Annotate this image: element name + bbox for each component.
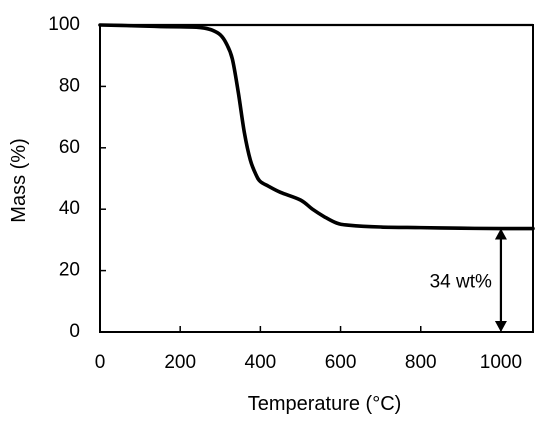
x-tick-label: 200	[164, 352, 196, 373]
y-tick-label: 20	[59, 260, 80, 281]
arrow-head-up-icon	[494, 228, 507, 240]
x-tick-label: 400	[245, 352, 277, 373]
y-axis: 0 20 40 60 80 100	[48, 14, 106, 342]
x-tick-label: 1000	[480, 352, 522, 373]
x-tick-label: 600	[325, 352, 357, 373]
mass-loss-curve	[98, 23, 535, 231]
y-tick-label: 0	[69, 321, 80, 342]
y-tick-label: 100	[48, 14, 80, 35]
x-axis: 0 200 400 600 800 1000	[95, 326, 522, 373]
residue-annotation: 34 wt%	[430, 228, 507, 332]
y-tick-label: 40	[59, 198, 80, 219]
x-axis-title: Temperature (°C)	[248, 393, 402, 415]
x-tick-label: 800	[405, 352, 437, 373]
residue-label: 34 wt%	[430, 271, 492, 292]
arrow-head-down-icon	[494, 321, 507, 332]
x-tick-label: 0	[95, 352, 106, 373]
y-tick-label: 80	[59, 75, 80, 96]
y-axis-title: Mass (%)	[8, 138, 30, 222]
y-tick-label: 60	[59, 137, 80, 158]
